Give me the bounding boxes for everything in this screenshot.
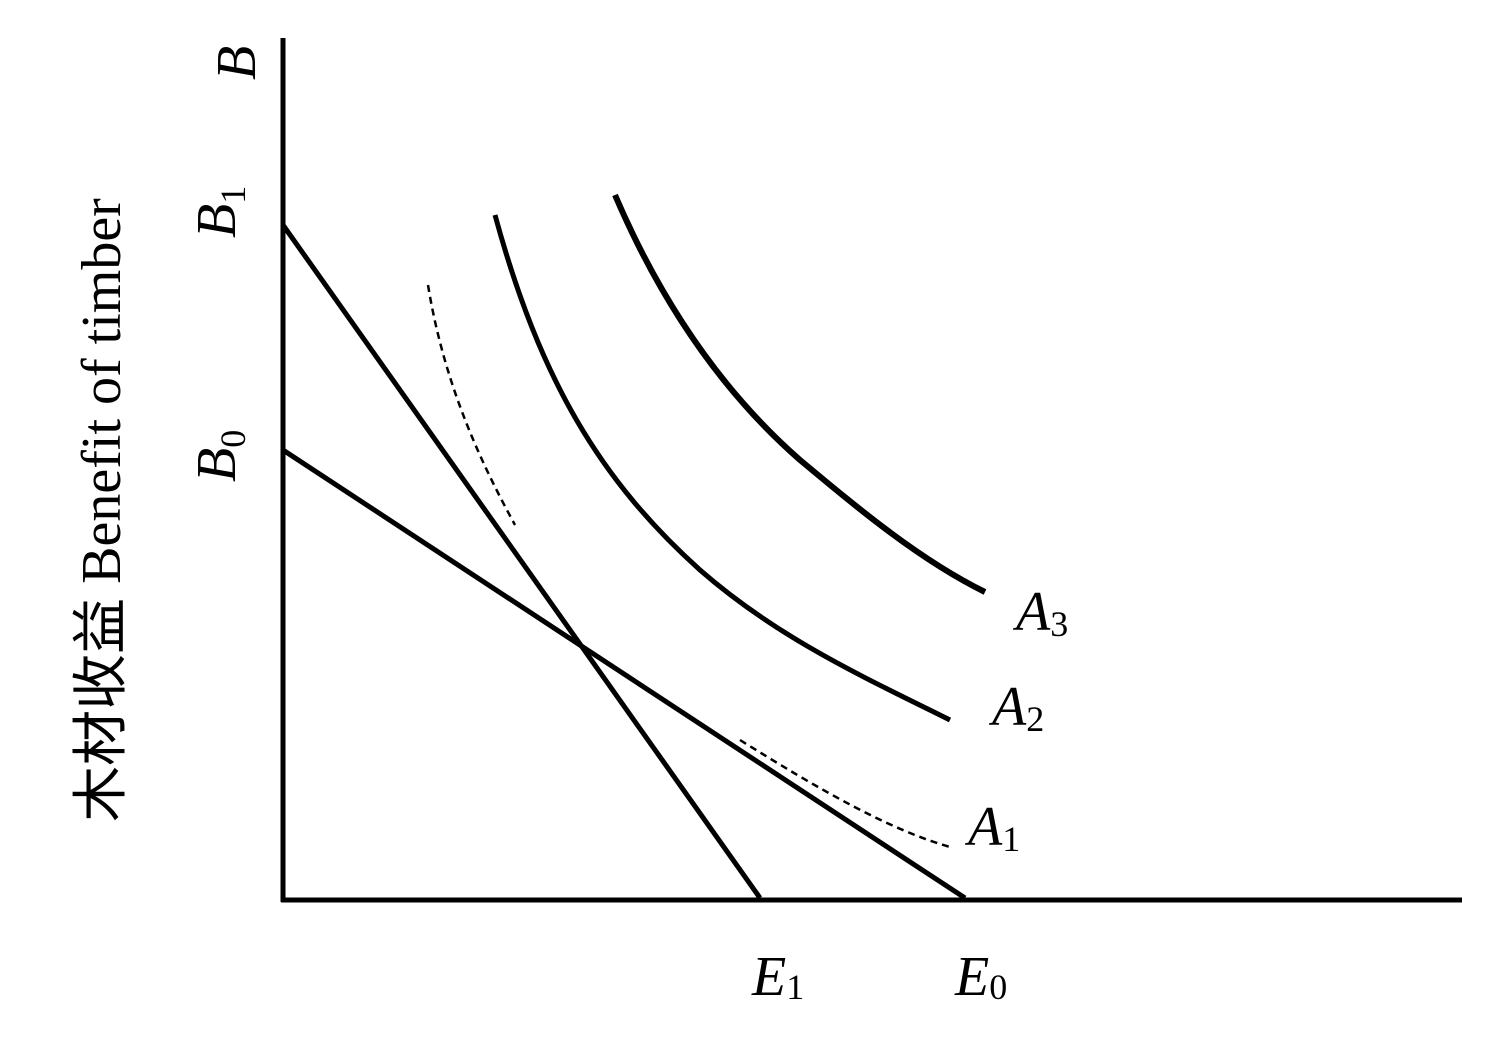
- label-sub: 1: [1002, 819, 1020, 859]
- curve-label: A2: [988, 676, 1044, 739]
- y-label: B0: [186, 430, 253, 482]
- label-letter: E: [954, 946, 989, 1008]
- curve-a2: [492, 214, 952, 723]
- label-sub: 1: [213, 186, 253, 204]
- y-axis-label: 木材收益 Benefit of timber: [71, 198, 133, 822]
- curve-label: A3: [1012, 581, 1068, 644]
- label-sub: 0: [989, 967, 1007, 1007]
- label-letter: B: [186, 204, 248, 238]
- y-label: B: [206, 46, 268, 80]
- budget-line-b1: [280, 223, 763, 900]
- label-sub: 1: [786, 967, 804, 1007]
- curve-a1-lower: [739, 738, 951, 849]
- label-letter: A: [988, 676, 1027, 738]
- curve-a3: [612, 193, 987, 595]
- label-letter: A: [964, 796, 1003, 858]
- label-sub: 3: [1050, 604, 1068, 644]
- x-label: E0: [954, 946, 1007, 1008]
- y-label: B1: [186, 186, 253, 238]
- label-letter: A: [1012, 581, 1051, 643]
- label-letter: B: [186, 448, 248, 482]
- curve-label: A1: [964, 796, 1020, 859]
- label-letter: E: [751, 946, 786, 1008]
- label-sub: 0: [213, 430, 253, 448]
- budget-line-b0: [281, 447, 967, 901]
- curve-a1-upper: [426, 284, 517, 526]
- label-sub: 2: [1026, 699, 1044, 739]
- x-label: E1: [751, 946, 804, 1008]
- label-letter: B: [206, 46, 268, 80]
